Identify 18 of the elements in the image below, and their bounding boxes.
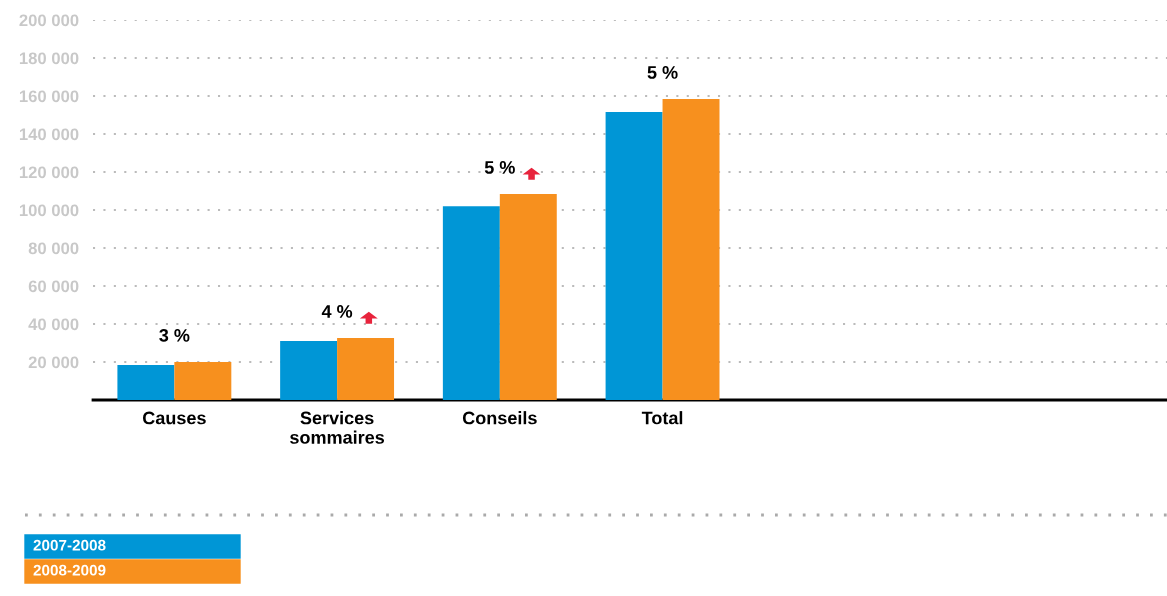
x-tick-label: Causes [142,411,206,425]
bar [337,338,395,400]
bar [174,362,232,400]
bar [499,194,557,400]
annotation: 3 % [159,328,190,342]
bar [662,99,720,400]
annotation: 4 % [321,305,353,318]
bar [442,206,500,400]
annotation: 5 % [647,66,678,79]
text: 2007-2008 [33,539,106,551]
x-tick-label: Services sommaires [290,411,385,444]
annotation: 5 % [484,161,515,174]
x-tick-label: Conseils [462,411,537,425]
bar [280,341,338,400]
bar [117,365,175,400]
text: 2008-2009 [33,564,106,576]
x-tick-label: Total [641,411,683,425]
bar [605,111,663,400]
